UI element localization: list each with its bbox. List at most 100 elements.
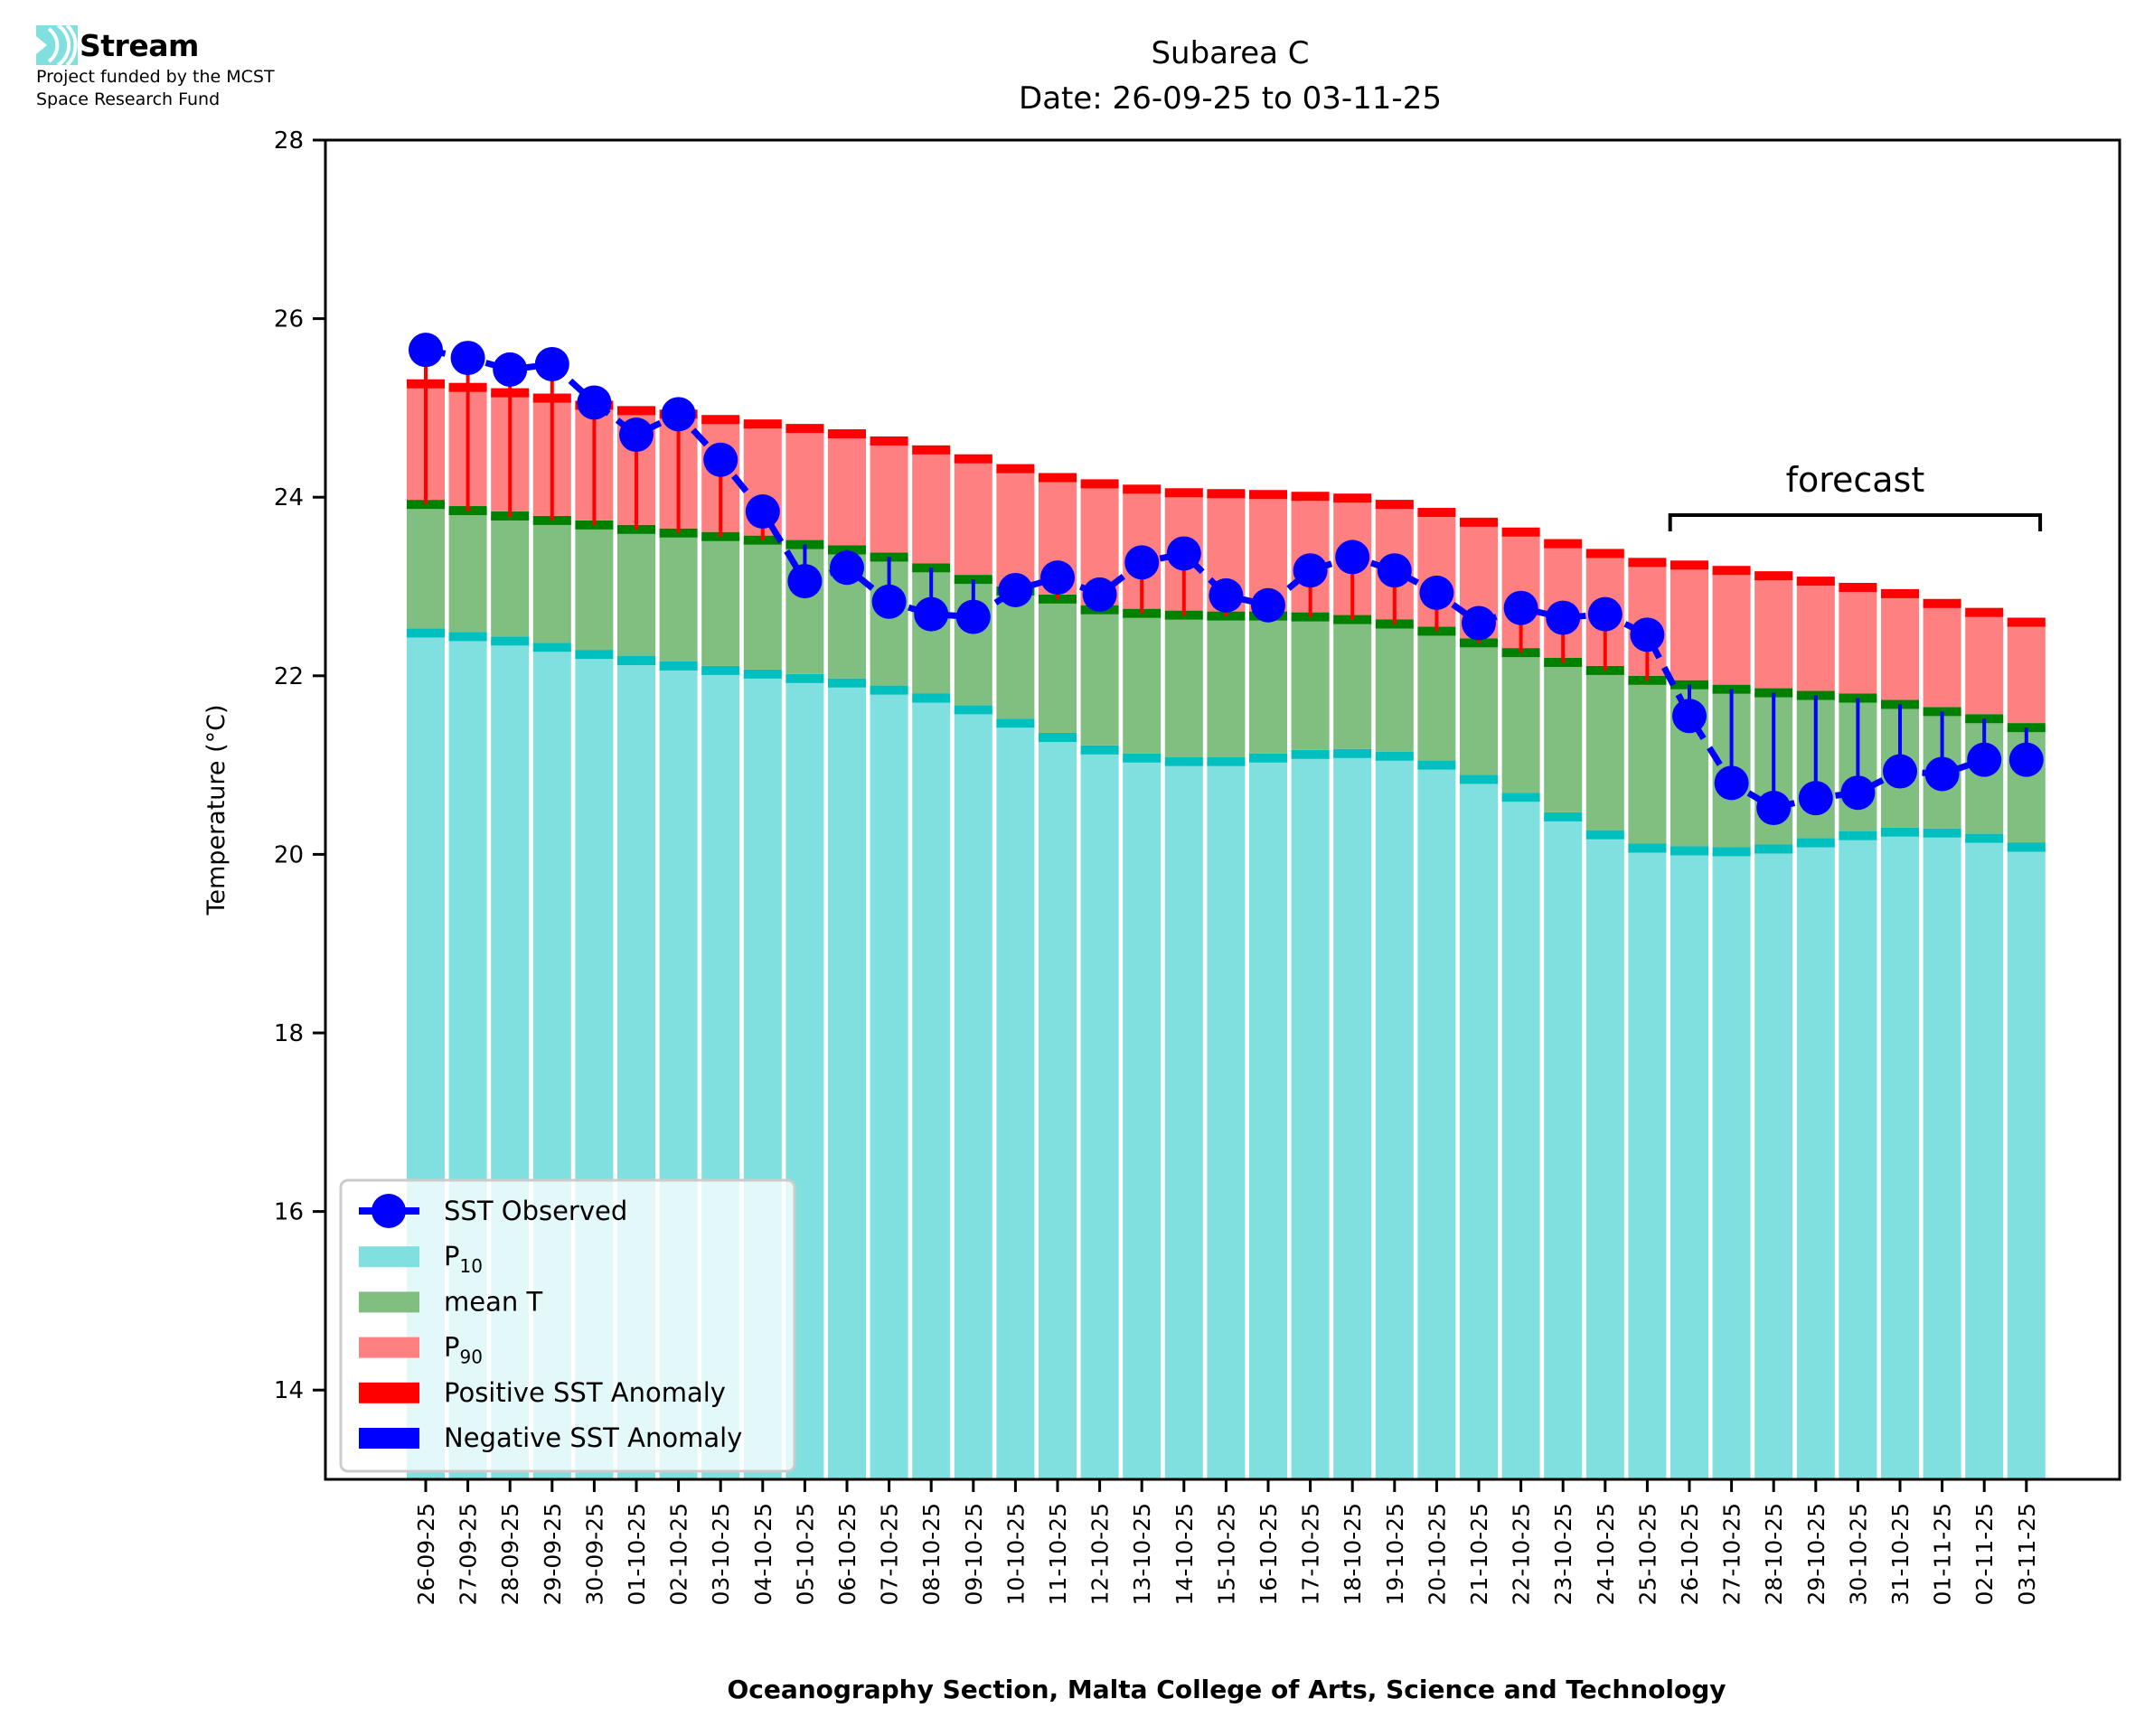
x-tick-label: 31-10-25 bbox=[1887, 1503, 1914, 1605]
p90-edge bbox=[1796, 577, 1835, 586]
mean-bar bbox=[1544, 662, 1583, 812]
p10-bar bbox=[2007, 847, 2046, 1479]
mean-bar bbox=[1291, 616, 1330, 750]
p10-bar bbox=[1291, 754, 1330, 1479]
legend-label: mean T bbox=[444, 1286, 542, 1317]
y-tick-label: 16 bbox=[274, 1199, 304, 1226]
sst-point bbox=[1798, 781, 1833, 816]
y-tick-label: 22 bbox=[274, 663, 304, 690]
p10-bar bbox=[1333, 753, 1372, 1479]
x-tick-label: 02-10-25 bbox=[666, 1503, 692, 1605]
p10-bar bbox=[1585, 834, 1624, 1479]
p10-edge bbox=[617, 656, 655, 666]
mean-bar bbox=[1628, 680, 1667, 844]
x-tick-label: 24-10-25 bbox=[1593, 1503, 1619, 1605]
x-tick-label: 06-10-25 bbox=[834, 1503, 861, 1605]
legend-swatch-icon bbox=[359, 1428, 419, 1449]
p10-edge bbox=[1417, 760, 1456, 770]
sst-point bbox=[2008, 742, 2044, 777]
mean-bar bbox=[407, 504, 445, 629]
mean-bar bbox=[1417, 631, 1456, 761]
p10-edge bbox=[828, 678, 866, 688]
p10-edge bbox=[743, 669, 782, 679]
p90-edge bbox=[1080, 479, 1119, 489]
sst-point bbox=[1756, 791, 1792, 826]
mean-bar bbox=[701, 536, 740, 666]
x-tick-label: 03-10-25 bbox=[708, 1503, 734, 1605]
legend-swatch-icon bbox=[359, 1291, 419, 1313]
x-tick-label: 19-10-25 bbox=[1382, 1503, 1408, 1605]
mean-bar bbox=[996, 590, 1035, 719]
p10-bar bbox=[1965, 838, 2004, 1479]
sst-point bbox=[1503, 590, 1538, 625]
y-tick-label: 18 bbox=[274, 1020, 304, 1047]
p90-edge bbox=[1839, 582, 1877, 592]
mean-bar bbox=[1585, 670, 1624, 830]
x-tick-label: 26-10-25 bbox=[1677, 1503, 1703, 1605]
mean-bar bbox=[659, 532, 698, 662]
x-tick-label: 27-09-25 bbox=[456, 1503, 482, 1605]
x-tick-label: 01-11-25 bbox=[1930, 1503, 1956, 1605]
plot-frame bbox=[324, 138, 2121, 1481]
p90-bar bbox=[1839, 586, 1877, 694]
p90-edge bbox=[785, 424, 824, 434]
legend-label: SST Observed bbox=[444, 1196, 627, 1226]
x-tick-label: 08-10-25 bbox=[918, 1503, 945, 1605]
p10-edge bbox=[1965, 833, 2004, 843]
x-tick-label: 11-10-25 bbox=[1045, 1503, 1071, 1605]
p10-edge bbox=[1375, 751, 1414, 761]
p10-edge bbox=[1796, 838, 1835, 848]
logo-funding-line-2: Space Research Fund bbox=[36, 89, 221, 109]
sst-point bbox=[830, 550, 864, 586]
p10-bar bbox=[954, 709, 992, 1479]
legend-swatch-icon bbox=[359, 1382, 419, 1403]
p90-edge bbox=[1375, 500, 1414, 510]
p90-edge bbox=[701, 415, 740, 425]
p10-edge bbox=[575, 650, 614, 660]
sst-point bbox=[534, 346, 569, 381]
mean-bar bbox=[532, 520, 571, 643]
p90-edge bbox=[1164, 488, 1203, 498]
x-tick-label: 20-10-25 bbox=[1424, 1503, 1450, 1605]
p10-edge bbox=[1881, 827, 1919, 837]
legend-label-subscript: 90 bbox=[460, 1347, 483, 1368]
sst-point bbox=[619, 418, 654, 453]
p90-bar bbox=[912, 449, 951, 564]
x-tick-label: 15-10-25 bbox=[1213, 1503, 1239, 1605]
x-tick-label: 30-09-25 bbox=[581, 1503, 607, 1605]
p10-edge bbox=[1923, 828, 1961, 838]
sst-point bbox=[1082, 577, 1117, 612]
sst-point bbox=[1546, 600, 1581, 635]
mean-bar bbox=[575, 524, 614, 651]
sst-point bbox=[955, 599, 991, 634]
legend-swatch-icon bbox=[359, 1246, 419, 1268]
p90-edge bbox=[1291, 492, 1330, 502]
p90-edge bbox=[1628, 558, 1667, 568]
p90-edge bbox=[1333, 493, 1372, 503]
logo: Stream Project funded by the MCST Space … bbox=[36, 25, 275, 110]
p10-bar bbox=[1123, 757, 1162, 1479]
p90-edge bbox=[1670, 560, 1708, 570]
p90-bar bbox=[1965, 612, 2004, 715]
p10-bar bbox=[1039, 737, 1077, 1479]
sst-point bbox=[1419, 575, 1454, 610]
p90-edge bbox=[1501, 527, 1540, 537]
x-tick-label: 07-10-25 bbox=[877, 1503, 903, 1605]
p10-edge bbox=[1670, 846, 1708, 856]
p90-edge bbox=[1249, 490, 1287, 500]
sst-point bbox=[1335, 540, 1370, 575]
sst-point bbox=[1251, 587, 1285, 623]
x-tick-label: 16-10-25 bbox=[1256, 1503, 1282, 1605]
p10-edge bbox=[1123, 753, 1162, 763]
sst-point bbox=[409, 333, 443, 368]
p90-bar bbox=[2007, 622, 2046, 724]
p10-edge bbox=[1291, 749, 1330, 759]
p90-bar bbox=[1754, 576, 1793, 689]
p10-bar bbox=[1923, 832, 1961, 1479]
p10-edge bbox=[1839, 830, 1877, 840]
p10-edge bbox=[1039, 732, 1077, 742]
p10-edge bbox=[1754, 844, 1793, 854]
p10-edge bbox=[785, 673, 824, 683]
x-tick-label: 28-09-25 bbox=[497, 1503, 523, 1605]
x-tick-label: 25-10-25 bbox=[1634, 1503, 1660, 1605]
